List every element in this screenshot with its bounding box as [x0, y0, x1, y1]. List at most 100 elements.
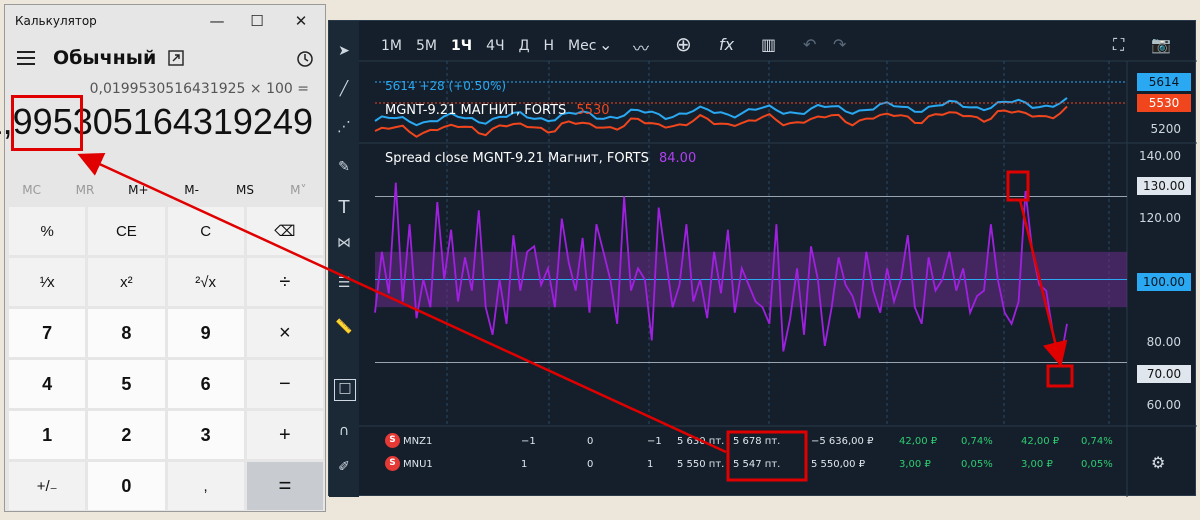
calc-key[interactable]: % — [9, 207, 86, 255]
fib-icon[interactable]: ⋰ — [337, 119, 351, 135]
cell-pts: 5 547 пт. — [733, 459, 781, 470]
add-compare-icon[interactable]: ⊕ — [675, 32, 692, 56]
calc-window-title: Калькулятор — [15, 14, 97, 28]
axis-label-140: 140.00 — [1139, 149, 1181, 163]
cell-c1: 1 — [521, 459, 528, 470]
calc-key[interactable]: C — [167, 207, 244, 255]
price-tag-red: 5530 — [1137, 94, 1191, 112]
cell-pts: 5 678 пт. — [733, 436, 781, 447]
table-row[interactable]: S MNZ1 −1 0 −1 5 630 пт. 5 678 пт. −5 636,00 ₽ 4… — [381, 431, 1171, 454]
calc-key[interactable]: 9 — [167, 309, 244, 357]
memory-row: MC MR M+ M- MS M˅ — [5, 177, 325, 203]
cell-pnl: 42,00 ₽ — [899, 436, 938, 447]
calc-key[interactable]: 0 — [88, 462, 165, 510]
pencil-lock-icon[interactable]: ✐ — [338, 459, 350, 475]
calc-titlebar: Калькулятор — ☐ ✕ — [5, 5, 325, 37]
calc-key[interactable]: 4 — [9, 360, 86, 408]
timeframe-button[interactable]: 1М — [381, 38, 402, 54]
cell-c1: −1 — [521, 436, 536, 447]
memory-button[interactable]: MS — [235, 183, 254, 197]
instrument-name: MGNT-9.21 МАГНИТ, FORTS — [385, 103, 567, 118]
calc-key[interactable]: CE — [88, 207, 165, 255]
cursor-icon[interactable]: ➤ — [338, 43, 350, 59]
cell-c3: 1 — [647, 459, 654, 470]
calc-key[interactable]: ⌫ — [246, 207, 323, 255]
calc-key[interactable]: = — [246, 462, 323, 510]
price-tag-blue: 5614 — [1137, 73, 1191, 91]
settings-gear-icon[interactable]: ⚙ — [1151, 453, 1166, 472]
upper-axis-label: 5200 — [1150, 122, 1181, 136]
cell-pnl: 3,00 ₽ — [899, 459, 931, 470]
calc-key[interactable]: 6 — [167, 360, 244, 408]
axis-label-80: 80.00 — [1146, 335, 1181, 349]
calc-key[interactable]: , — [167, 462, 244, 510]
timeframe-button[interactable]: 4Ч — [486, 38, 505, 54]
chevron-down-icon[interactable]: ⌄ — [599, 35, 613, 54]
calc-key[interactable]: − — [246, 360, 323, 408]
calc-key[interactable]: 5 — [88, 360, 165, 408]
axis-label-60: 60.00 — [1146, 398, 1181, 412]
calc-mode-title: Обычный — [53, 47, 157, 69]
calc-key[interactable]: +/₋ — [9, 462, 86, 510]
cell-symbol: MNU1 — [403, 459, 433, 470]
exchange-logo-icon: S — [385, 456, 400, 471]
calc-key[interactable]: 1 — [9, 411, 86, 459]
price-tag-70: 70.00 — [1137, 365, 1191, 383]
trendline-icon[interactable]: ╱ — [339, 81, 349, 97]
price-tag-100: 100.00 — [1137, 273, 1191, 291]
calc-key[interactable]: x² — [88, 258, 165, 306]
axis-label-120: 120.00 — [1139, 211, 1181, 225]
positions-table: S MNZ1 −1 0 −1 5 630 пт. 5 678 пт. −5 636,00 ₽ 4… — [381, 431, 1171, 477]
table-row[interactable]: S MNU1 1 0 1 5 550 пт. 5 547 пт. 5 550,00 ₽ 3,00… — [381, 454, 1171, 477]
keep-on-top-icon[interactable] — [167, 49, 185, 67]
memory-button[interactable]: M+ — [128, 183, 149, 197]
cell-symbol: MNZ1 — [403, 436, 433, 447]
cell-pnl2: 3,00 ₽ — [1021, 459, 1053, 470]
calc-key[interactable]: × — [246, 309, 323, 357]
camera-icon[interactable]: 📷 — [1151, 35, 1171, 54]
fullscreen-icon[interactable]: ⛶ — [1113, 35, 1125, 54]
templates-icon[interactable]: ▥ — [761, 35, 777, 54]
spread-name: Spread close MGNT-9.21 Магнит, FORTS — [385, 151, 649, 166]
memory-button[interactable]: MC — [22, 183, 42, 197]
maximize-icon[interactable]: ☐ — [250, 12, 264, 30]
memory-button[interactable]: MR — [75, 183, 95, 197]
minimize-icon[interactable]: — — [209, 12, 225, 30]
indicators-icon[interactable]: fx — [719, 35, 735, 54]
cell-amount: −5 636,00 ₽ — [811, 436, 874, 447]
undo-icon[interactable]: ↶ — [803, 35, 817, 54]
calc-key[interactable]: ¹⁄x — [9, 258, 86, 306]
calc-key[interactable]: 2 — [88, 411, 165, 459]
calc-key[interactable]: 8 — [88, 309, 165, 357]
timeframe-button[interactable]: Д — [518, 38, 530, 54]
calc-key[interactable]: 3 — [167, 411, 244, 459]
history-icon[interactable] — [295, 49, 315, 69]
cell-pct: 0,74% — [961, 436, 993, 447]
close-icon[interactable]: ✕ — [294, 12, 308, 30]
redo-icon[interactable]: ↷ — [833, 35, 847, 54]
memory-button[interactable]: M- — [184, 183, 199, 197]
price-line-blue — [374, 97, 1068, 127]
cell-c2: 0 — [587, 436, 594, 447]
menu-icon[interactable] — [17, 51, 35, 65]
calc-key[interactable]: ÷ — [246, 258, 323, 306]
calc-key[interactable]: 7 — [9, 309, 86, 357]
timeframe-button[interactable]: Н — [543, 38, 555, 54]
timeframe-button[interactable]: 5М — [416, 38, 437, 54]
calc-result-display: 1,995305164319249 — [0, 101, 313, 142]
cell-pct: 0,05% — [961, 459, 993, 470]
spread-value: 84.00 — [659, 151, 697, 166]
timeframe-button[interactable]: 1Ч — [451, 38, 473, 54]
cell-pct2: 0,74% — [1081, 436, 1113, 447]
memory-button[interactable]: M˅ — [290, 183, 307, 197]
calc-keypad: % CE C ⌫ ¹⁄x x² ²√x ÷ 7 8 9 × 4 5 6− 1 2 3 + +/₋ 0, = — [9, 207, 323, 510]
cell-pct2: 0,05% — [1081, 459, 1113, 470]
calc-key[interactable]: + — [246, 411, 323, 459]
instrument-value: 5530 — [576, 103, 610, 118]
calc-key[interactable]: ²√x — [167, 258, 244, 306]
calc-expression: 0,0199530516431925 × 100 = — [89, 81, 309, 97]
cell-amount: 5 550,00 ₽ — [811, 459, 866, 470]
chart-type-icon[interactable]: 〰 — [633, 39, 650, 58]
timeframe-button[interactable]: Мес — [568, 38, 597, 54]
spread-label: Spread close MGNT-9.21 Магнит, FORTS 84.… — [385, 151, 696, 166]
